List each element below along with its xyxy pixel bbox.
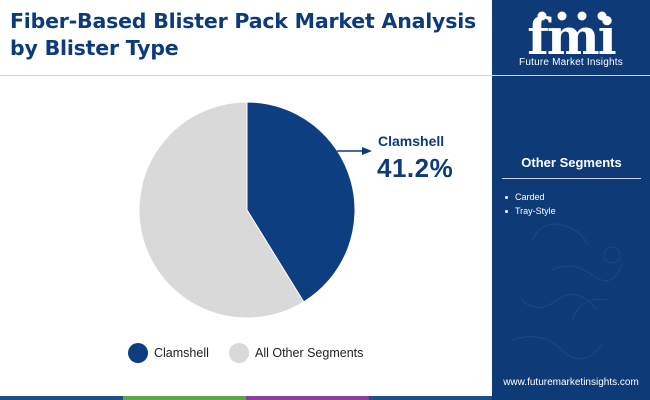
website-url: www.futuremarketinsights.com <box>503 377 639 388</box>
legend-swatch-clamshell <box>128 343 148 363</box>
other-segment-label: Carded <box>515 192 545 202</box>
logo-dot-icon <box>577 11 587 21</box>
bottom-bar-segment <box>246 396 369 400</box>
logo-dot-icon <box>557 11 567 21</box>
logo-dot-icon <box>597 11 607 21</box>
bullet-icon <box>505 210 508 213</box>
pie-slice-all-other-segments <box>138 101 305 319</box>
callout-arrowhead <box>362 147 372 155</box>
title-divider <box>0 75 492 76</box>
fmi-logo: fmi <box>527 7 617 66</box>
bottom-bar-segment <box>0 396 123 400</box>
pie-chart <box>138 101 372 319</box>
panel-divider <box>492 75 650 76</box>
panel-texture <box>511 223 623 360</box>
other-segments-title: Other Segments <box>502 155 641 179</box>
bottom-color-bar <box>0 396 492 400</box>
bullet-icon <box>505 196 508 199</box>
side-panel: fmi Future Market Insights Other Segment… <box>492 0 650 400</box>
legend-item-other: All Other Segments <box>229 343 363 363</box>
pie-slice-clamshell <box>246 101 356 303</box>
other-segments-list: Carded Tray-Style <box>502 190 556 218</box>
other-segment-item: Carded <box>502 190 556 204</box>
bottom-bar-segment <box>123 396 246 400</box>
legend-label-other: All Other Segments <box>255 346 364 360</box>
callout-value: 41.2% <box>377 153 454 183</box>
logo-dot-icon <box>537 11 547 21</box>
legend-label-clamshell: Clamshell <box>154 346 209 360</box>
other-segment-item: Tray-Style <box>502 204 556 218</box>
other-segment-label: Tray-Style <box>515 206 556 216</box>
brand-name: Future Market Insights <box>519 57 623 68</box>
legend-swatch-other <box>229 343 249 363</box>
chart-title: Fiber-Based Blister Pack Market Analysis… <box>10 9 477 60</box>
callout-label: Clamshell <box>378 133 445 149</box>
legend-item-clamshell: Clamshell <box>128 343 209 363</box>
bottom-bar-segment <box>369 396 492 400</box>
